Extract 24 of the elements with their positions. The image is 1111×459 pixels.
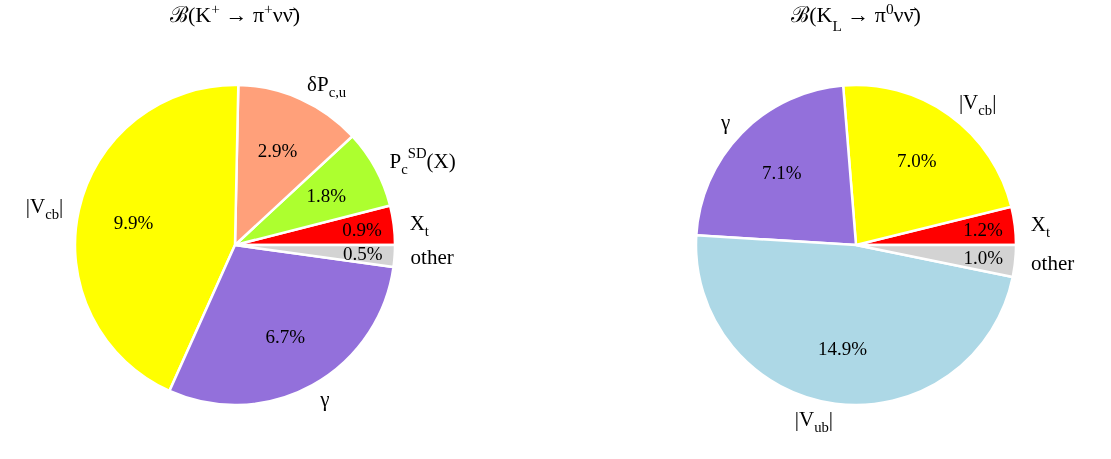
slice-label: |V$_{cb}$| [958, 90, 997, 119]
slice-label: |V$_{cb}$| [25, 194, 64, 223]
slice-label: X$_{t}$ [1030, 211, 1050, 240]
slice-label: |V$_{ub}$| [794, 407, 834, 436]
slice-label: γ [720, 109, 731, 134]
data-label: 0.5% [342, 243, 383, 265]
slice-label: other [410, 245, 454, 270]
data-label: 2.9% [257, 139, 298, 161]
data-label: 6.7% [265, 325, 306, 347]
slice-label: other [1031, 250, 1075, 275]
chart-title: ℬ(K$_{L}$ → π$^{0}$νν̄) [791, 0, 921, 34]
data-label: 9.9% [113, 211, 154, 233]
slice-label: P$_{c}$$^{SD}$(X) [389, 144, 456, 177]
data-label: 14.9% [817, 337, 868, 359]
data-label: 1.0% [963, 247, 1004, 269]
data-label: 7.0% [897, 150, 937, 172]
slice-label: δP$_{c,u}$ [307, 72, 347, 101]
slice-label: γ [319, 387, 330, 412]
data-label: 1.2% [963, 219, 1004, 241]
data-label: 7.1% [761, 161, 802, 183]
data-label: 0.9% [342, 218, 382, 240]
data-label: 1.8% [306, 184, 347, 206]
chart-title: ℬ(K$^{+}$ → π$^{+}$νν̄) [170, 0, 300, 27]
slice-label: X$_{t}$ [409, 211, 429, 240]
